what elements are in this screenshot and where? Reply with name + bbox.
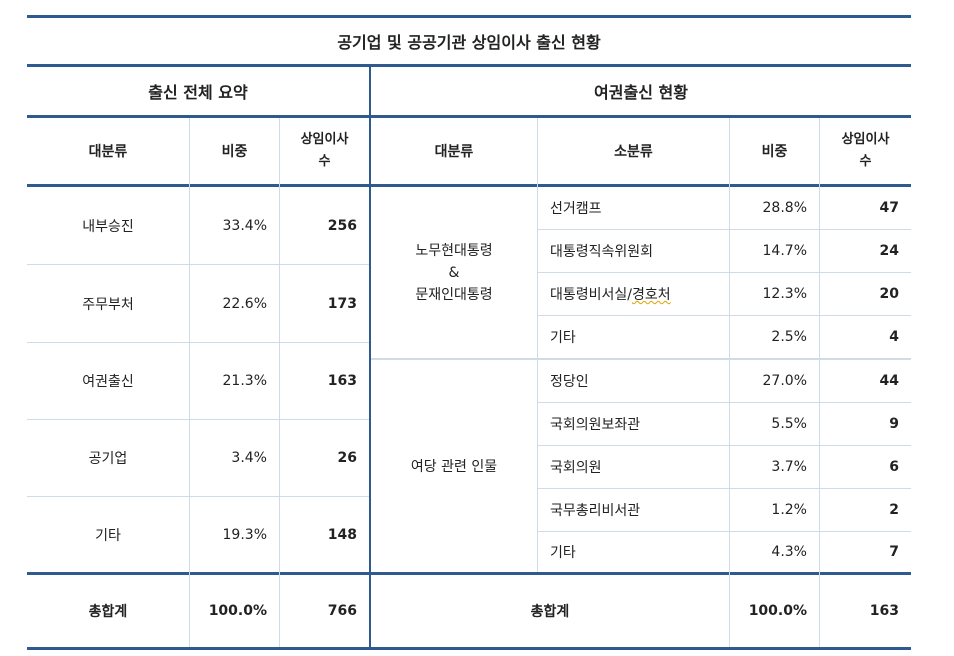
col-header-count-line2: 수: [318, 154, 331, 169]
detail-ratio: 12.3%: [762, 286, 807, 302]
grid-line: [819, 118, 820, 647]
summary-count: 256: [327, 217, 357, 234]
total-count-left: 766: [327, 603, 357, 619]
summary-count: 26: [337, 450, 357, 466]
detail-minor: 국회의원보좌관: [550, 417, 641, 433]
grid-line: [27, 496, 369, 497]
detail-ratio: 1.2%: [771, 502, 807, 518]
summary-category: 주무부처: [82, 296, 134, 313]
grid-line: [27, 419, 369, 420]
detail-ratio: 2.5%: [771, 329, 807, 345]
grid-line: [371, 358, 911, 360]
grid-line: [27, 264, 369, 265]
detail-count: 20: [879, 286, 899, 302]
total-rule: [27, 572, 911, 575]
detail-minor-main: 대통령비서실/: [550, 287, 632, 303]
grid-line: [537, 402, 911, 403]
total-count-right: 163: [869, 603, 899, 619]
detail-minor: 정당인: [550, 374, 589, 390]
section-divider: [369, 67, 371, 647]
col-header-count-line2: 수: [859, 154, 872, 169]
col-header-minor: 소분류: [614, 144, 653, 160]
summary-ratio: 22.6%: [222, 295, 267, 312]
col-header-count-left: 상임이사 수: [280, 118, 369, 184]
group-label-line: 노무현대통령: [415, 242, 493, 259]
total-label-right: 총합계: [530, 604, 570, 620]
grid-line: [537, 118, 538, 572]
grid-line: [537, 315, 911, 316]
grid-line: [537, 272, 911, 273]
table-title: 공기업 및 공공기관 상임이사 출신 현황: [337, 33, 601, 52]
spellcheck-underlined-text: 경호처: [632, 287, 671, 303]
detail-ratio: 3.7%: [771, 459, 807, 475]
col-header-major-right: 대분류: [434, 144, 474, 160]
grid-line: [189, 118, 190, 647]
detail-minor: 대통령비서실/경호처: [538, 273, 729, 315]
grid-line: [537, 445, 911, 446]
detail-minor: 기타: [550, 330, 576, 346]
summary-category: 여권출신: [82, 374, 134, 390]
grid-line: [537, 229, 911, 230]
detail-count: 24: [879, 243, 899, 259]
detail-minor: 국회의원: [550, 460, 602, 476]
col-header-ratio-left: 비중: [221, 144, 248, 160]
summary-ratio: 3.4%: [231, 450, 267, 466]
detail-ratio: 5.5%: [771, 416, 807, 432]
summary-count: 173: [327, 295, 357, 312]
detail-ratio: 14.7%: [762, 243, 807, 259]
detail-ratio: 28.8%: [762, 200, 807, 216]
grid-line: [537, 488, 911, 489]
group-label-ruling-party: 여당 관련 인물: [410, 459, 498, 475]
table-top-rule: [27, 15, 911, 18]
col-header-count-line1: 상임이사: [841, 132, 890, 147]
header-rule: [27, 64, 911, 67]
summary-ratio: 19.3%: [222, 526, 267, 543]
summary-ratio: 33.4%: [222, 217, 267, 234]
total-ratio-left: 100.0%: [208, 603, 267, 619]
group-label-line: &: [448, 264, 460, 281]
detail-count: 6: [889, 459, 899, 475]
table: 공기업 및 공공기관 상임이사 출신 현황 출신 전체 요약 여권출신 현황 대…: [27, 15, 911, 650]
grid-line: [729, 118, 730, 647]
detail-count: 47: [879, 200, 899, 216]
section-header-rule: [27, 115, 911, 118]
col-header-ratio-right: 비중: [761, 144, 788, 160]
summary-ratio: 21.3%: [222, 373, 267, 389]
group-label-presidents: 노무현대통령 & 문재인대통령: [371, 187, 537, 358]
summary-category: 공기업: [88, 451, 128, 467]
detail-count: 2: [889, 502, 899, 518]
detail-minor: 국무총리비서관: [550, 503, 641, 519]
grid-line: [279, 118, 280, 647]
summary-category: 내부승진: [82, 218, 134, 235]
summary-count: 163: [327, 373, 357, 389]
detail-count: 7: [889, 544, 899, 560]
total-ratio-right: 100.0%: [748, 603, 807, 619]
table-bottom-rule: [27, 647, 911, 650]
group-label-line: 문재인대통령: [415, 286, 493, 303]
col-header-major-left: 대분류: [88, 144, 128, 160]
summary-count: 148: [327, 526, 357, 543]
right-section-header: 여권출신 현황: [594, 83, 688, 102]
detail-count: 9: [889, 416, 899, 432]
column-header-rule: [27, 184, 911, 187]
detail-minor: 대통령직속위원회: [550, 244, 654, 260]
total-label-left: 총합계: [88, 604, 128, 620]
col-header-count-right: 상임이사 수: [820, 118, 911, 184]
detail-count: 4: [889, 329, 899, 345]
grid-line: [27, 342, 369, 343]
detail-ratio: 27.0%: [762, 373, 807, 389]
detail-minor: 기타: [550, 545, 576, 561]
col-header-count-line1: 상임이사: [300, 132, 349, 147]
grid-line: [537, 531, 911, 532]
summary-category: 기타: [95, 527, 121, 544]
left-section-header: 출신 전체 요약: [148, 83, 248, 102]
detail-count: 44: [879, 373, 899, 389]
detail-minor: 선거캠프: [550, 201, 602, 217]
detail-ratio: 4.3%: [771, 544, 807, 560]
